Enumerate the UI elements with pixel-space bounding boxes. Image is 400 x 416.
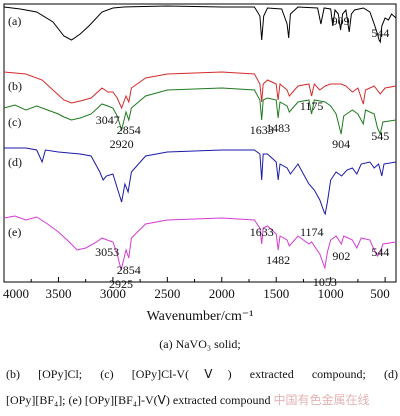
peak-label: 1175 <box>300 99 324 113</box>
x-axis-ticks: 4000 3500 3000 2500 2000 1500 1000 500 <box>3 277 390 301</box>
peak-label: 2925 <box>109 277 133 291</box>
peak-label: 544 <box>371 26 389 40</box>
peak-label: 2920 <box>110 137 134 151</box>
peak-label: 1174 <box>300 225 324 239</box>
series-line-4 <box>4 147 397 216</box>
caption-line-3-text: [OPy][BF₄]; (e) [OPy][BF₄]-V(Ⅴ) extracte… <box>6 393 271 407</box>
series-tag-3: (c) <box>8 115 21 129</box>
peak-label: 544 <box>371 245 389 259</box>
peak-label: 2854 <box>117 263 141 277</box>
series-line-5 <box>3 215 397 271</box>
peak-label: 1482 <box>266 253 290 267</box>
peak-label: 3047 <box>96 113 120 127</box>
peak-label: 1483 <box>266 121 290 135</box>
series-layer <box>3 5 397 271</box>
peak-label: 904 <box>332 137 350 151</box>
peak-label: 1633 <box>250 225 274 239</box>
caption-line-3: [OPy][BF₄]; (e) [OPy][BF₄]-V(Ⅴ) extracte… <box>6 392 398 409</box>
x-tick-label: 1500 <box>263 286 289 301</box>
series-tag-4: (d) <box>8 155 22 169</box>
peak-label: 909 <box>332 14 350 28</box>
x-tick-label: 2500 <box>154 286 180 301</box>
series-tag-2: (b) <box>8 79 22 93</box>
peak-label: 3053 <box>95 245 119 259</box>
x-tick-label: 3000 <box>100 286 126 301</box>
peak-label: 1633 <box>250 123 274 137</box>
x-axis-title: Wavenumber/cm⁻¹ <box>147 309 254 324</box>
x-tick-label: 3500 <box>45 286 71 301</box>
series-line-1 <box>3 5 397 44</box>
series-tag-1: (a) <box>8 14 21 28</box>
x-tick-label: 4000 <box>3 286 29 301</box>
watermark: 中国有色金属在线 <box>273 393 370 407</box>
peak-label: 902 <box>332 249 350 263</box>
series-line-3 <box>3 87 397 136</box>
peak-label: 545 <box>371 129 389 143</box>
plot-frame <box>3 3 397 283</box>
peak-label: 2854 <box>117 123 141 137</box>
series-tag-5: (e) <box>8 225 21 239</box>
caption-line-1: (a) NaVO₃ solid; <box>159 337 241 351</box>
x-tick-label: 2000 <box>209 286 235 301</box>
x-tick-label: 1000 <box>318 286 344 301</box>
x-tick-label: 500 <box>370 286 390 301</box>
series-line-2 <box>3 71 397 110</box>
caption-line-2: (b) [OPy]Cl; (c) [OPy]Cl-V(Ⅴ) extracted … <box>6 367 398 381</box>
